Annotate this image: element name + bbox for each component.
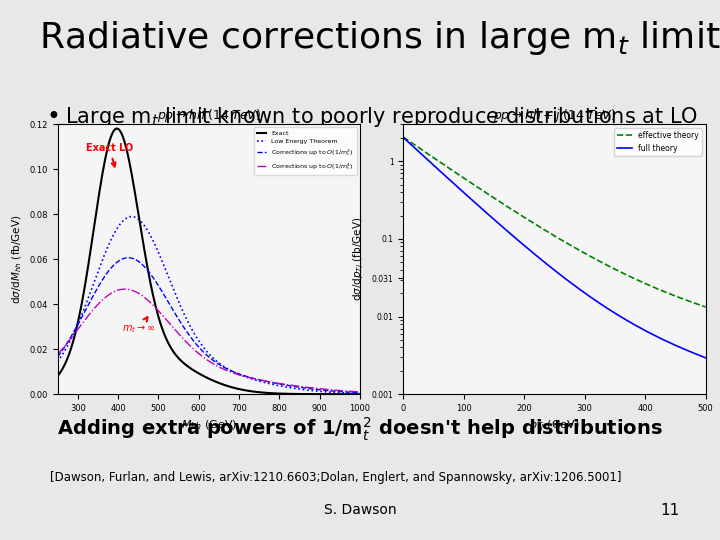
Low Energy Theorem <box>127 213 136 220</box>
Exact <box>356 391 364 397</box>
effective theory <box>498 200 506 206</box>
Text: Large m$_t$ limit known to poorly reproduce distributions at LO: Large m$_t$ limit known to poorly reprod… <box>65 105 698 129</box>
Text: Radiative corrections in large m$_t$ limit?: Radiative corrections in large m$_t$ lim… <box>40 19 720 57</box>
Corrections up to $O(1/m_t^2)$ <box>302 385 310 392</box>
Corrections up to $O(1/m_t^4)$ <box>197 353 206 359</box>
Corrections up to $O(1/m_t^2)$ <box>124 254 132 261</box>
Y-axis label: d$\sigma$/d$p_{Tj}$ (fb/GeV): d$\sigma$/d$p_{Tj}$ (fb/GeV) <box>352 217 366 301</box>
Corrections up to $O(1/m_t^2)$ <box>53 354 62 360</box>
X-axis label: $p_{Tj}$ (GeV): $p_{Tj}$ (GeV) <box>529 418 580 435</box>
Line: Exact: Exact <box>58 129 360 394</box>
full theory <box>498 223 506 230</box>
Legend: Exact, Low Energy Theorem, Corrections up to $O(1/m_t^2)$, Corrections up to $O(: Exact, Low Energy Theorem, Corrections u… <box>253 127 357 176</box>
Line: Corrections up to $O(1/m_t^4)$: Corrections up to $O(1/m_t^4)$ <box>58 289 360 392</box>
Exact <box>197 372 206 379</box>
Text: $m_t$$\rightarrow\infty$: $m_t$$\rightarrow\infty$ <box>122 317 156 335</box>
Corrections up to $O(1/m_t^2)$ <box>234 370 243 377</box>
Low Energy Theorem <box>197 342 206 348</box>
Corrections up to $O(1/m_t^4)$ <box>120 286 129 292</box>
effective theory <box>518 213 527 220</box>
Line: Corrections up to $O(1/m_t^2)$: Corrections up to $O(1/m_t^2)$ <box>58 258 360 393</box>
Exact <box>302 391 310 397</box>
full theory <box>617 314 626 320</box>
effective theory <box>617 269 626 276</box>
effective theory <box>618 270 627 276</box>
effective theory <box>701 303 710 310</box>
Exact <box>199 373 208 379</box>
Low Energy Theorem <box>356 390 364 397</box>
Corrections up to $O(1/m_t^4)$ <box>217 365 226 372</box>
Exact <box>217 381 226 387</box>
Y-axis label: d$\sigma$/d$M_{hh}$ (fb/GeV): d$\sigma$/d$M_{hh}$ (fb/GeV) <box>10 214 24 304</box>
Corrections up to $O(1/m_t^2)$ <box>356 389 364 396</box>
Corrections up to $O(1/m_t^4)$ <box>349 388 358 395</box>
Corrections up to $O(1/m_t^4)$ <box>199 354 208 361</box>
full theory <box>518 241 527 248</box>
full theory <box>436 167 444 174</box>
Exact <box>234 386 243 392</box>
Line: Low Energy Theorem: Low Energy Theorem <box>58 217 360 394</box>
Low Energy Theorem <box>217 362 226 368</box>
Title: $pp \rightarrow hh\;(14\;TeV)$: $pp \rightarrow hh\;(14\;TeV)$ <box>157 107 261 124</box>
Low Energy Theorem <box>53 359 62 365</box>
Text: S. Dawson: S. Dawson <box>324 503 396 517</box>
full theory <box>618 315 627 321</box>
Exact <box>53 373 62 379</box>
effective theory <box>436 159 444 165</box>
Corrections up to $O(1/m_t^2)$ <box>349 389 358 396</box>
effective theory <box>399 134 408 140</box>
Corrections up to $O(1/m_t^4)$ <box>356 389 364 395</box>
Exact <box>112 125 121 132</box>
Legend: effective theory, full theory: effective theory, full theory <box>613 128 702 156</box>
Line: effective theory: effective theory <box>403 137 706 307</box>
Low Energy Theorem <box>302 387 310 393</box>
Corrections up to $O(1/m_t^2)$ <box>197 347 206 354</box>
full theory <box>701 355 710 361</box>
Line: full theory: full theory <box>403 137 706 358</box>
Low Energy Theorem <box>349 390 358 396</box>
Corrections up to $O(1/m_t^4)$ <box>234 372 243 378</box>
Corrections up to $O(1/m_t^2)$ <box>217 363 226 369</box>
effective theory <box>589 255 598 261</box>
Text: Adding extra powers of 1/m$_t^2$ doesn't help distributions: Adding extra powers of 1/m$_t^2$ doesn't… <box>57 416 663 443</box>
Text: Exact LO: Exact LO <box>86 143 133 166</box>
Corrections up to $O(1/m_t^4)$ <box>302 384 310 390</box>
Text: 11: 11 <box>660 503 679 518</box>
X-axis label: $M_{hh}$ (GeV): $M_{hh}$ (GeV) <box>181 418 237 432</box>
Corrections up to $O(1/m_t^2)$ <box>199 349 208 355</box>
full theory <box>589 296 598 302</box>
Exact <box>349 391 358 397</box>
Corrections up to $O(1/m_t^4)$ <box>53 351 62 357</box>
Low Energy Theorem <box>234 371 243 377</box>
full theory <box>399 134 408 140</box>
Title: $pp \rightarrow hh+j\;(14\;TeV)$: $pp \rightarrow hh+j\;(14\;TeV)$ <box>492 107 616 124</box>
Low Energy Theorem <box>199 345 208 351</box>
Text: [Dawson, Furlan, and Lewis, arXiv:1210.6603;Dolan, Englert, and Spannowsky, arXi: [Dawson, Furlan, and Lewis, arXiv:1210.6… <box>50 471 622 484</box>
Text: •: • <box>47 105 60 129</box>
